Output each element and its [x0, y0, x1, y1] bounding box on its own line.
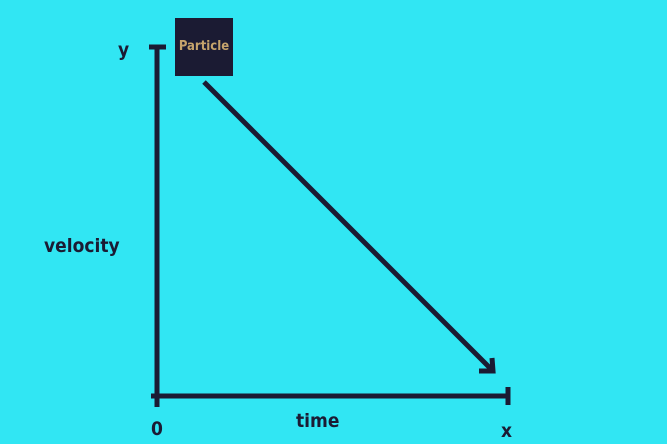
particle-label: Particle [178, 39, 230, 54]
y-axis-title: velocity [44, 235, 120, 257]
x-axis-end-label: x [501, 420, 513, 442]
y-axis-end-label: y [118, 39, 130, 61]
particle-box: Particle [175, 18, 233, 76]
motion-arrow-shaft [202, 80, 494, 372]
origin-label: 0 [151, 418, 163, 440]
motion-arrow-head [479, 357, 496, 374]
x-axis-title: time [296, 410, 340, 432]
